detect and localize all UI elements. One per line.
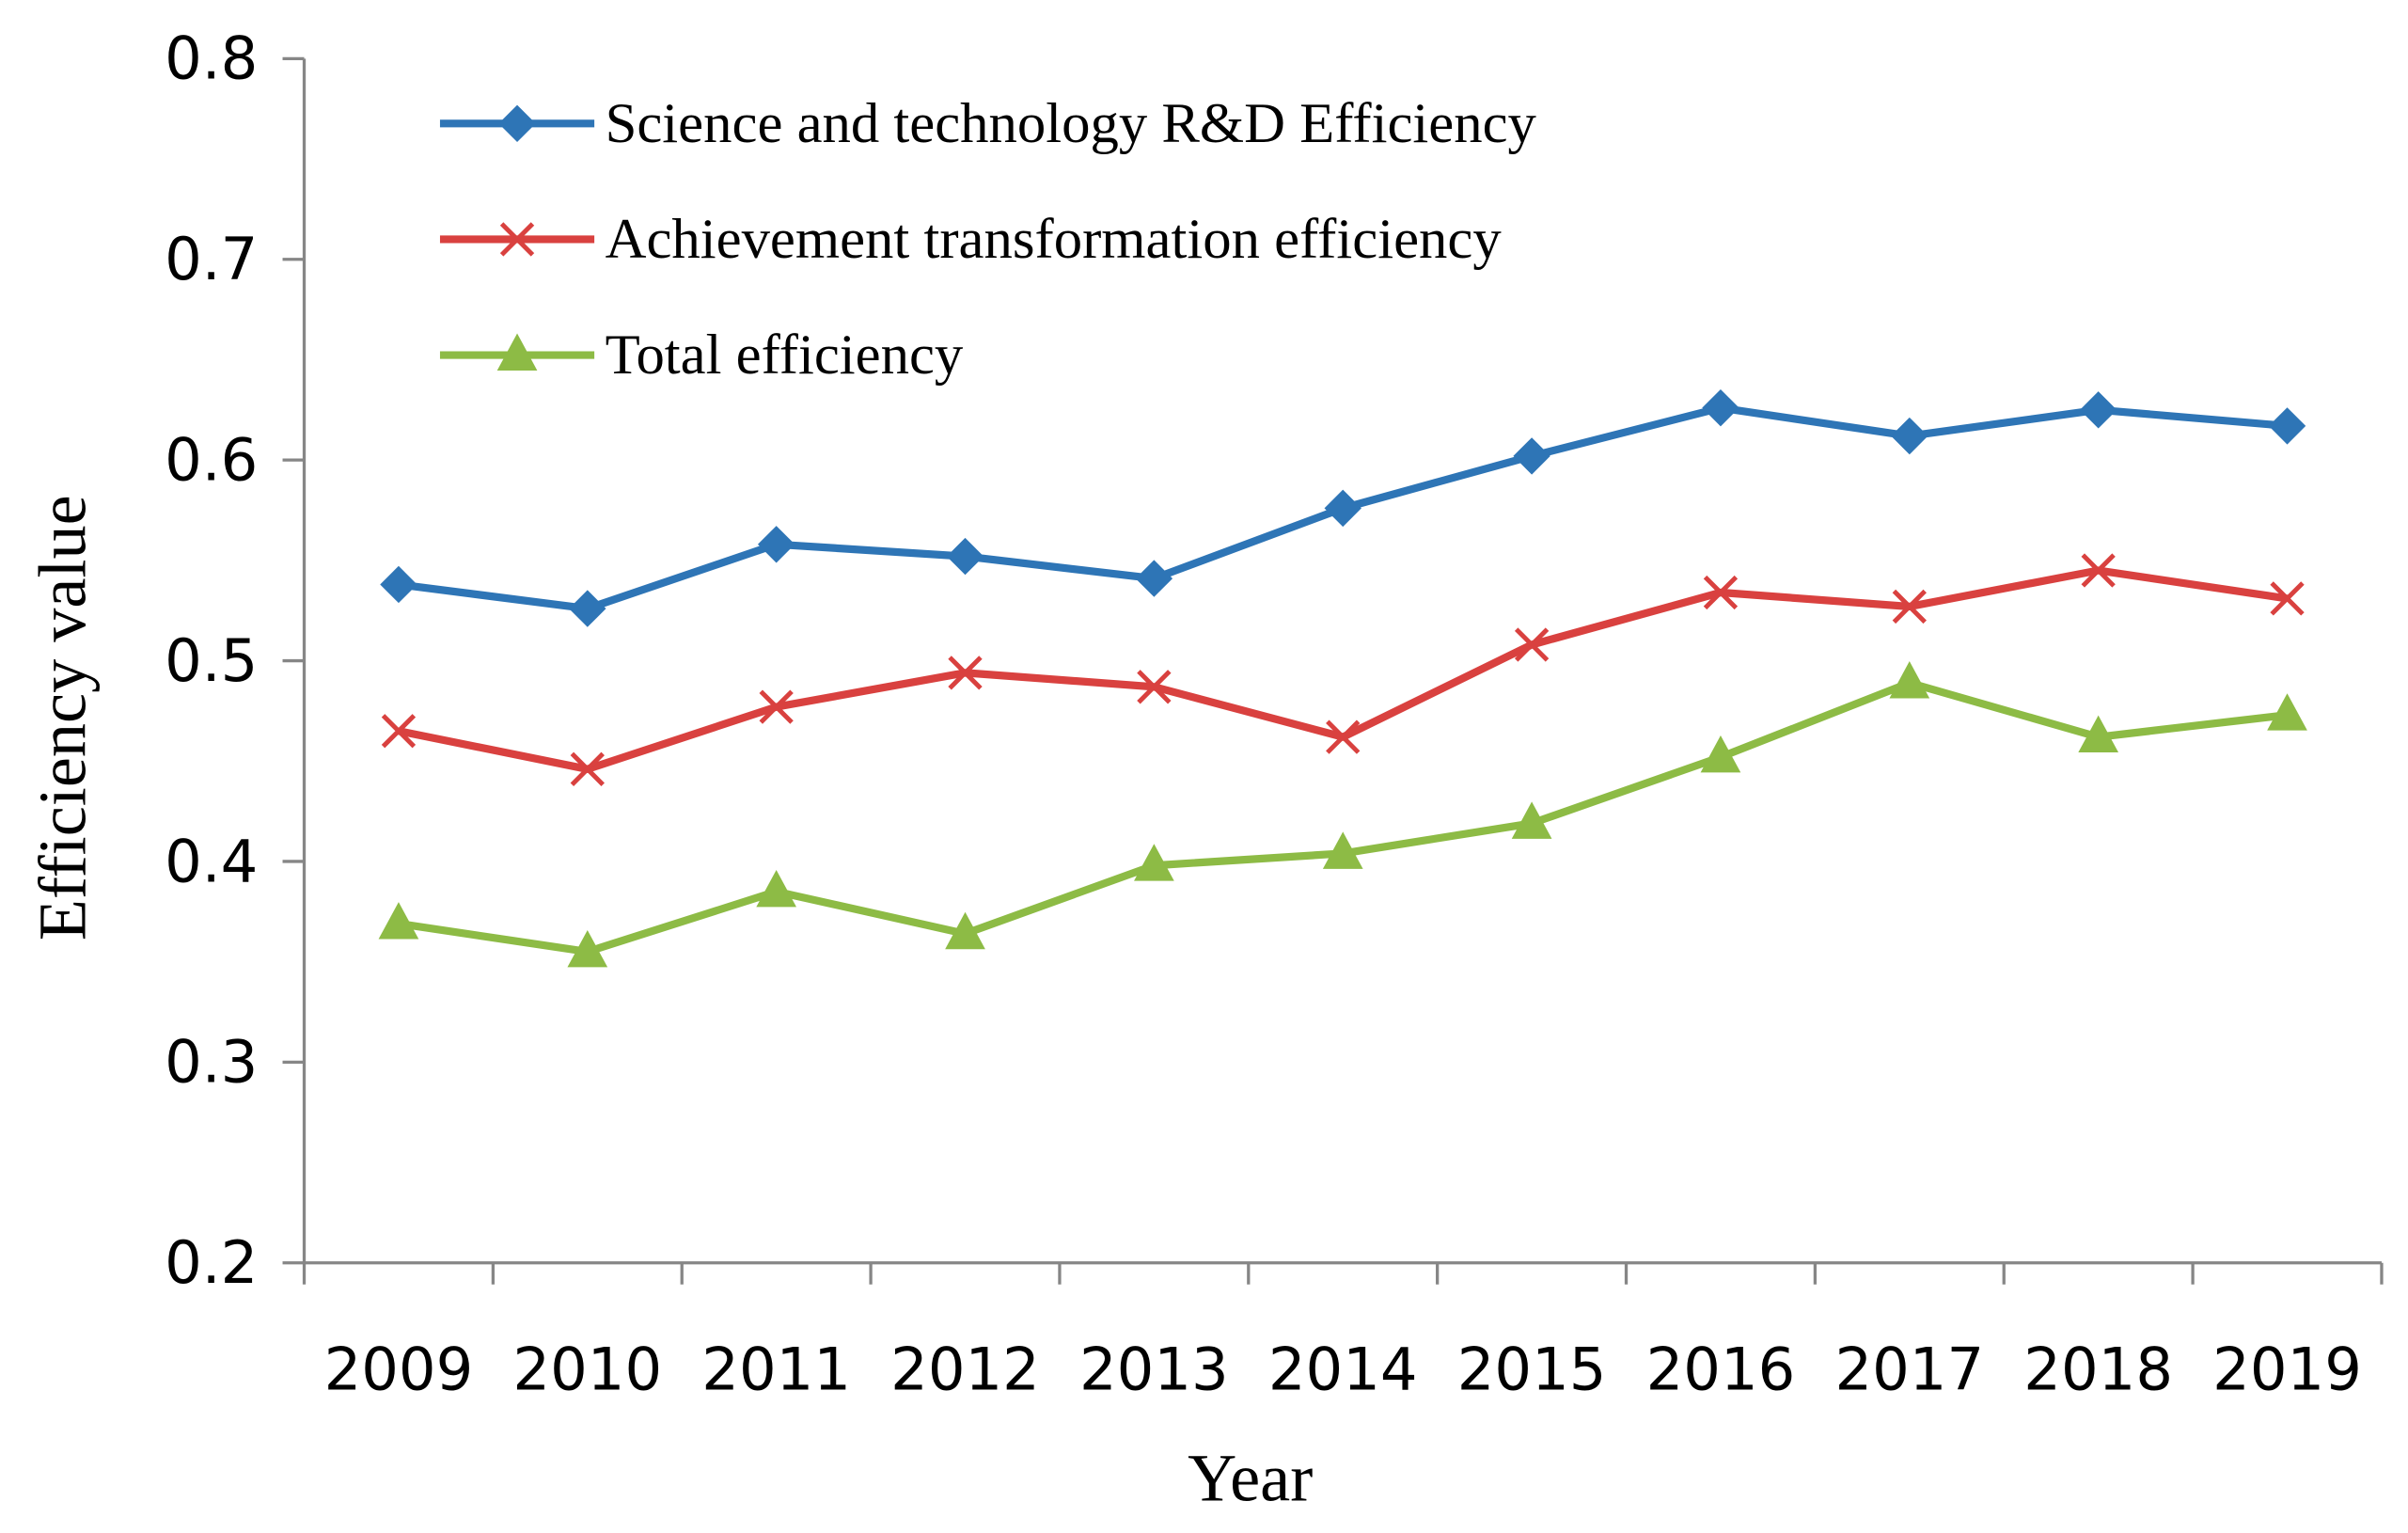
y-tick-label: 0.8 [165,24,258,93]
data-point-marker [1326,719,1361,754]
data-point-marker [2079,391,2117,429]
data-point-marker [1700,735,1741,773]
x-tick-label: 2012 [890,1335,1040,1403]
data-point-marker [2268,407,2306,445]
legend-label: Science and technology R&D Efficiency [606,92,1537,155]
data-point-marker [756,869,796,908]
series-group [378,388,2307,968]
legend-label: Total efficiency [606,324,964,387]
data-point-marker [1511,801,1552,839]
data-point-marker [1889,661,1930,699]
series-line [398,678,2289,956]
data-point-marker [380,565,417,604]
data-point-marker [2078,715,2119,753]
x-axis-label: Year [1188,1441,1313,1516]
data-point-marker [946,537,984,576]
data-point-marker [945,911,985,950]
x-tick-label: 2017 [1834,1335,1984,1403]
y-tick-label: 0.2 [165,1228,258,1297]
data-point-marker [1892,589,1927,624]
legend-item: Science and technology R&D Efficiency [439,92,1537,155]
legend-marker [496,333,538,371]
legend-item: Achievement transformation efficiency [439,208,1503,271]
y-tick-label: 0.7 [165,225,258,293]
data-point-marker [1891,417,1928,455]
series-0 [380,388,2306,627]
data-point-marker [1322,831,1363,869]
y-tick-label: 0.3 [165,1028,258,1097]
data-point-marker [381,714,417,749]
axes [282,56,2384,1285]
data-point-marker [2270,581,2305,616]
data-point-marker [567,929,608,968]
data-point-marker [569,590,606,627]
data-point-marker [757,526,795,563]
data-point-marker [2267,693,2307,731]
x-tick-label: 2015 [1457,1335,1607,1403]
x-tick-label: 2019 [2212,1335,2362,1403]
series-2 [378,661,2307,968]
data-point-marker [1135,560,1173,597]
x-tick-label: 2014 [1268,1335,1418,1403]
data-point-marker [759,689,794,724]
x-tick-label: 2010 [512,1335,662,1403]
data-point-marker [1134,844,1174,881]
x-tick-label: 2016 [1646,1335,1796,1403]
y-tick-label: 0.5 [165,626,258,695]
y-axis-label: Efficiency value [24,495,100,940]
x-tick-label: 2009 [324,1335,474,1403]
data-point-marker [1702,388,1739,427]
legend: Science and technology R&D Efficiency Ach… [439,92,1537,387]
data-point-marker [378,902,419,940]
tick-labels: 0.2 0.3 0.4 0.5 0.6 0.7 0.8 2009 2010 2011 2012 201… [165,24,2362,1404]
legend-marker [499,222,535,257]
data-point-marker [1324,489,1361,528]
y-tick-label: 0.4 [165,827,258,895]
legend-marker [498,104,536,143]
series-1 [381,553,2305,786]
data-point-marker [1513,437,1550,475]
data-point-marker [570,751,605,786]
data-point-marker [1514,627,1550,662]
data-point-marker [1703,575,1739,610]
data-point-marker [948,656,983,690]
data-point-marker [1137,670,1172,704]
legend-item: Total efficiency [439,324,964,387]
data-point-marker [2081,553,2116,588]
x-tick-label: 2013 [1079,1335,1229,1403]
x-tick-label: 2011 [701,1335,851,1403]
y-tick-label: 0.6 [165,426,258,495]
x-tick-label: 2018 [2023,1335,2173,1403]
legend-label: Achievement transformation efficiency [606,208,1503,271]
